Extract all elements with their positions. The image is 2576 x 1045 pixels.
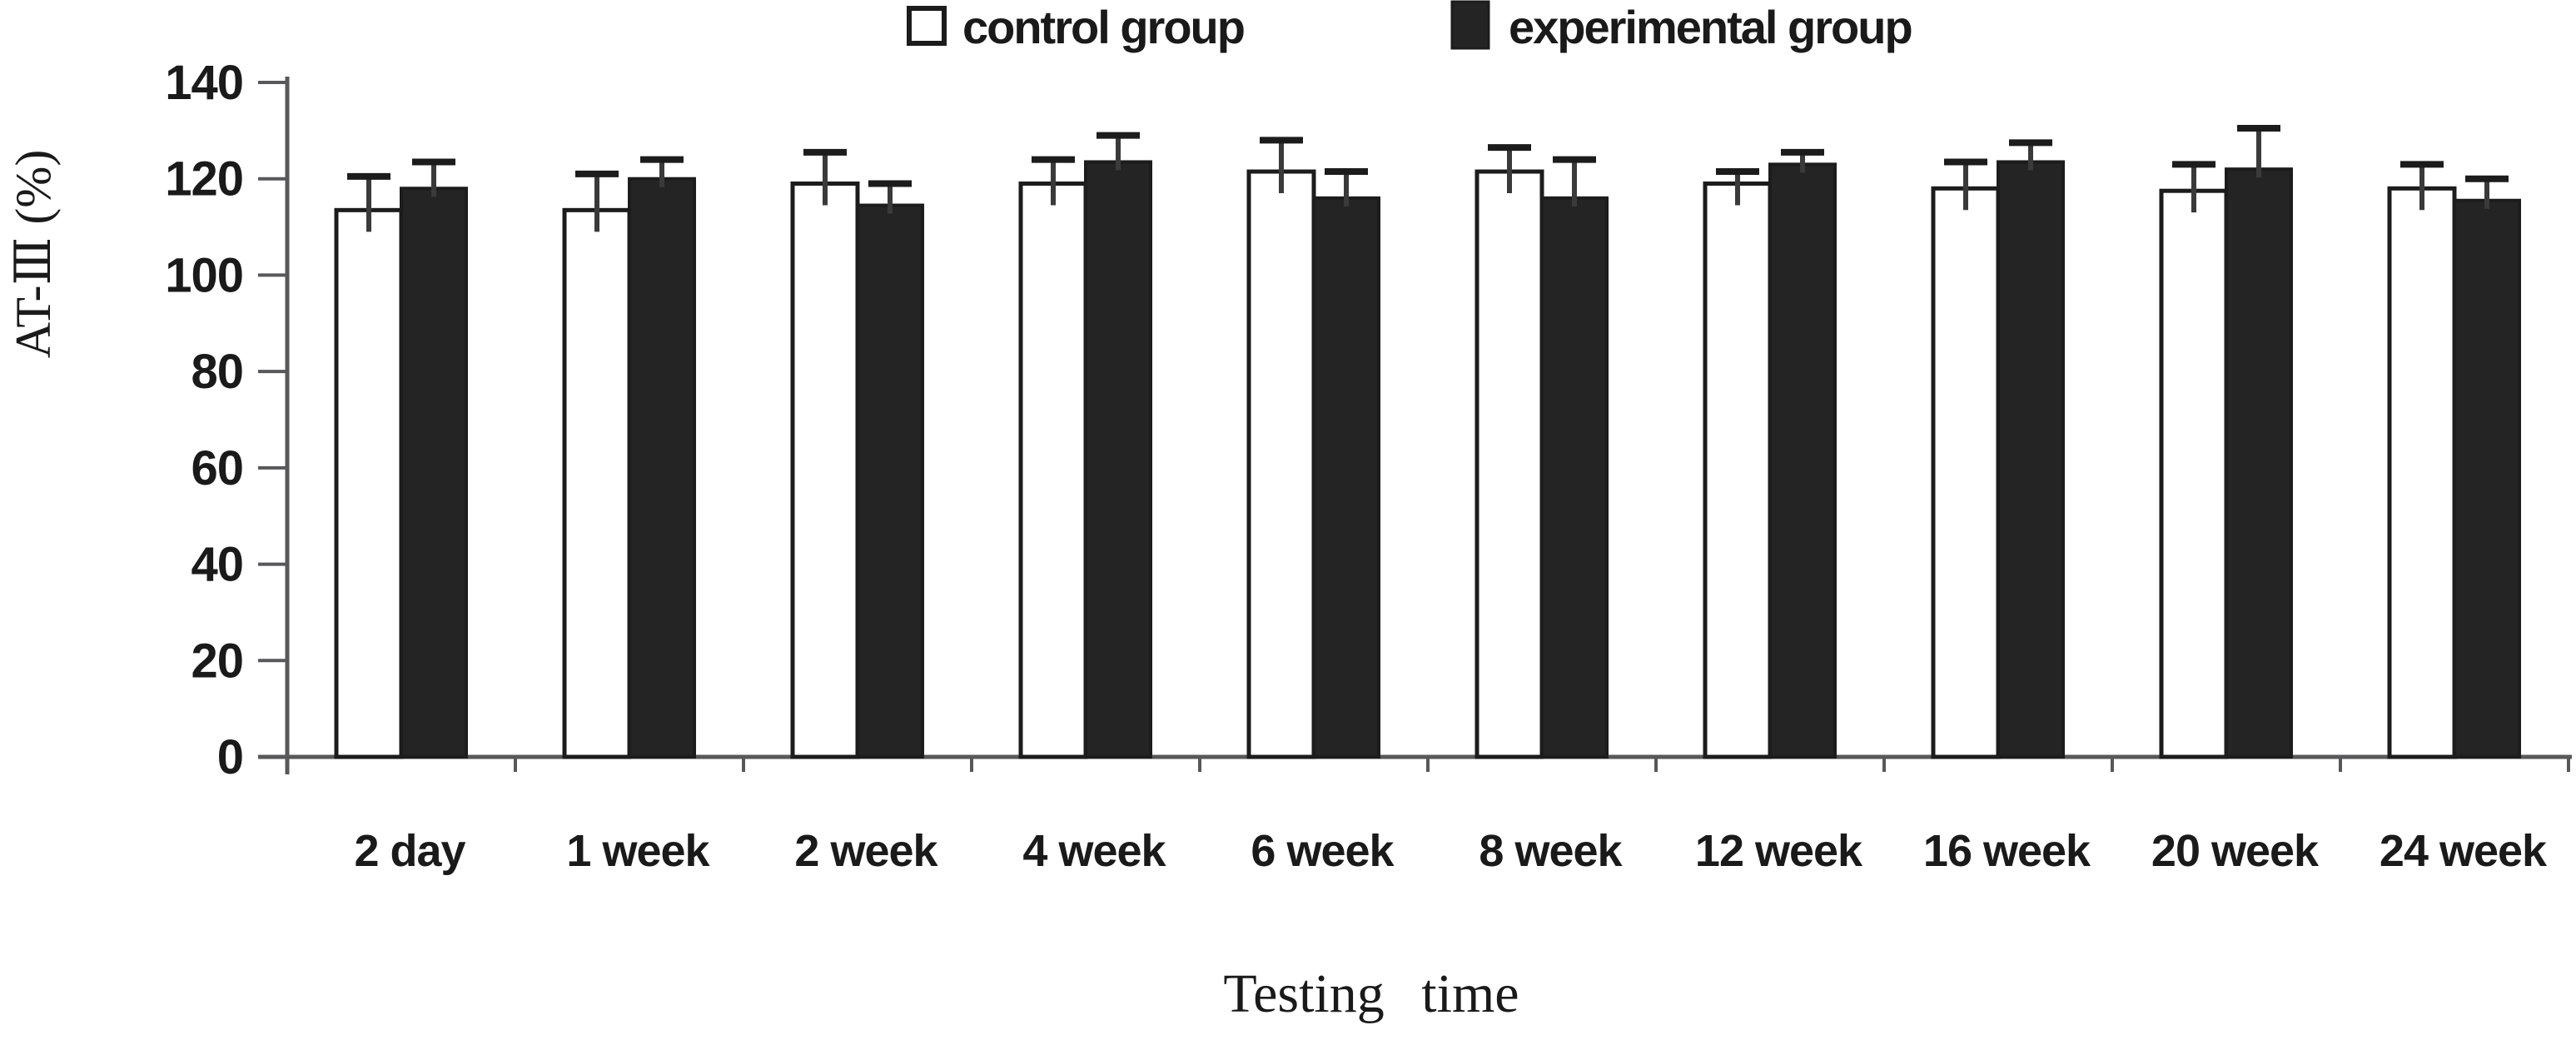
bar-experimental [400, 187, 468, 759]
control-swatch-icon [907, 6, 947, 46]
bar-experimental [1084, 160, 1152, 759]
bar-experimental [1312, 196, 1380, 759]
y-tick-label: 20 [191, 634, 243, 688]
bar-experimental [1540, 196, 1609, 759]
y-tick-label: 120 [165, 152, 243, 207]
y-tick-label: 0 [217, 730, 243, 784]
x-category-label: 8 week [1479, 826, 1623, 876]
bar-control [1246, 169, 1316, 759]
x-category-label: 24 week [2380, 826, 2548, 876]
x-category-label: 20 week [2151, 826, 2320, 876]
bar-experimental [628, 177, 696, 759]
legend-experimental-label: experimental group [1509, 1, 1912, 53]
bar-control [2387, 186, 2457, 759]
bar-control [334, 207, 404, 759]
x-axis-title: Testing time [1223, 963, 1519, 1024]
y-tick-label: 60 [191, 441, 243, 495]
bar-control [1703, 182, 1773, 759]
x-category-label: 2 week [794, 826, 938, 876]
y-tick-label: 140 [165, 56, 243, 110]
legend-control-label: control group [962, 1, 1244, 53]
y-tick-label: 100 [165, 248, 243, 302]
x-category-label: 1 week [566, 826, 710, 876]
y-axis-title: AT-Ⅲ (%) [6, 150, 61, 359]
x-category-label: 6 week [1251, 826, 1395, 876]
y-tick-label: 40 [191, 538, 243, 592]
bar-control [1474, 169, 1544, 759]
x-category-label: 16 week [1923, 826, 2091, 876]
experimental-swatch-icon [1450, 0, 1490, 50]
bar-experimental [2453, 198, 2521, 759]
x-category-label: 12 week [1695, 826, 1863, 876]
bar-experimental [1768, 162, 1837, 759]
y-tick-label: 80 [191, 345, 243, 399]
bar-experimental [1997, 160, 2065, 759]
x-category-label: 4 week [1022, 826, 1166, 876]
bar-control [790, 182, 860, 759]
bar-experimental [2225, 167, 2293, 759]
bar-control [1931, 186, 2001, 759]
bar-control [562, 207, 632, 759]
bar-control [2159, 188, 2229, 759]
x-category-label: 2 day [354, 826, 465, 876]
bar-control [1018, 182, 1088, 759]
bar-experimental [856, 203, 924, 759]
